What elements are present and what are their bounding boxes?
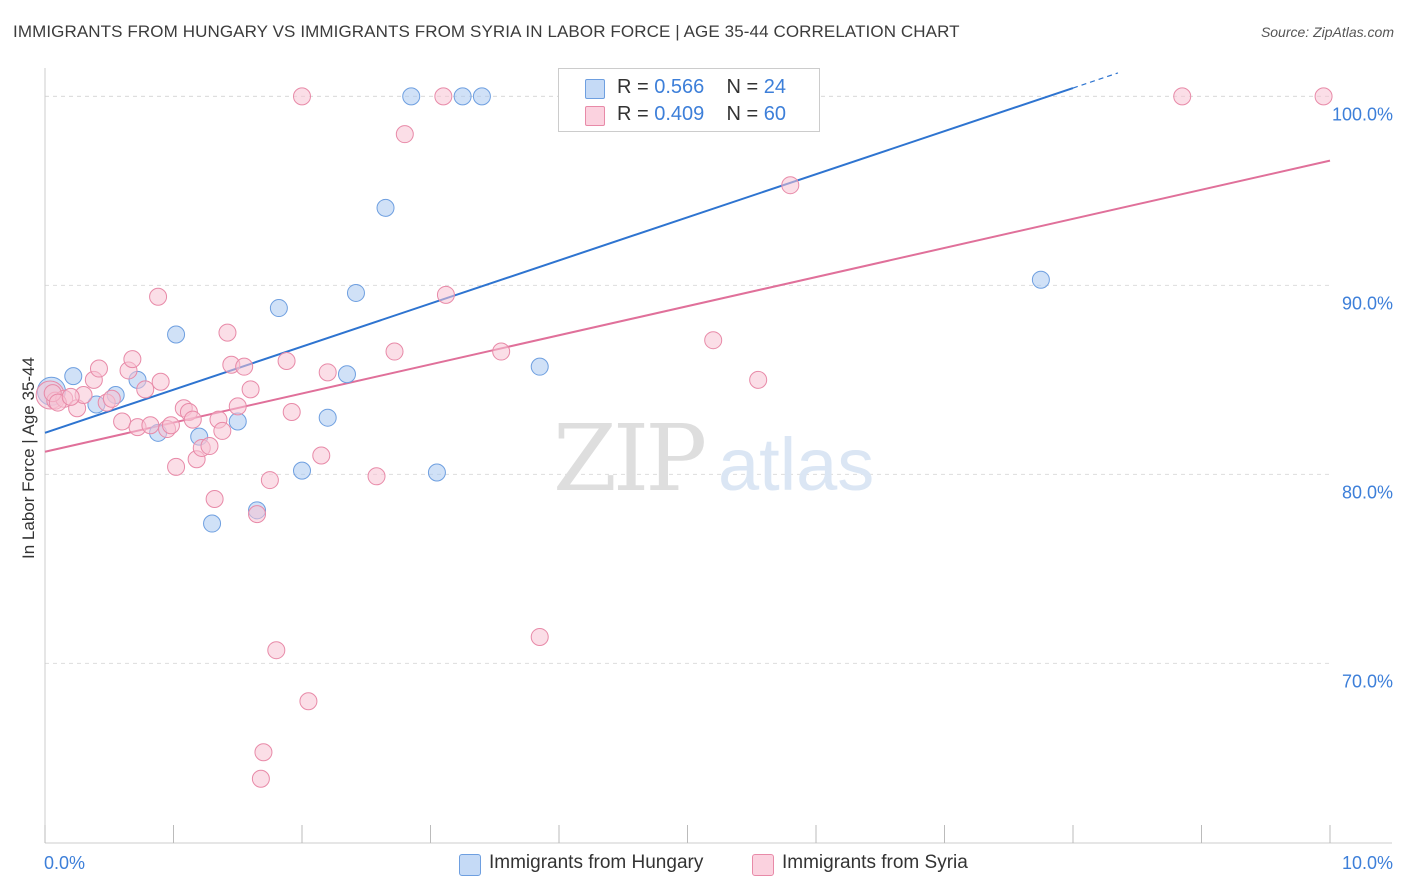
data-point-syria (251, 769, 270, 788)
data-point-hungary (346, 283, 365, 302)
data-point-syria (293, 87, 311, 106)
data-point-syria (367, 467, 386, 486)
legend-r-value: 0.566 (654, 76, 705, 98)
data-point-syria (102, 389, 121, 408)
legend-r-label: R = (617, 76, 649, 98)
legend-n-value: 60 (763, 103, 787, 125)
data-point-syria (136, 380, 155, 399)
data-point-syria (530, 627, 549, 646)
data-point-syria (299, 692, 318, 711)
data-point-syria (1314, 87, 1333, 106)
data-point-syria (492, 342, 511, 361)
series-label-syria: Immigrants from Syria (782, 852, 968, 873)
data-point-syria (141, 416, 160, 435)
data-point-syria (89, 359, 108, 378)
data-point-syria (282, 403, 301, 422)
correlation-legend: R = 0.566 N = 24 R = 0.409 N = 60 (558, 68, 820, 132)
legend-swatch-hungary (585, 79, 605, 99)
legend-r-label: R = (617, 103, 649, 125)
legend-n-label: N = (726, 76, 759, 98)
data-point-syria (248, 505, 267, 524)
axes (44, 68, 1392, 844)
data-point-syria (61, 387, 80, 406)
data-point-syria (218, 323, 237, 342)
data-point-syria (200, 437, 219, 456)
gridlines (45, 95, 1330, 664)
y-tick-label: 70.0% (1342, 671, 1393, 691)
data-point-syria (704, 331, 723, 350)
x-tick-label: 0.0% (44, 853, 85, 873)
data-point-syria (167, 457, 186, 476)
y-tick-label: 100.0% (1332, 104, 1393, 124)
data-point-syria (1173, 87, 1192, 106)
data-point-syria (113, 412, 132, 431)
x-tick-label: 10.0% (1342, 853, 1393, 873)
data-point-hungary (167, 325, 186, 344)
y-axis-title: In Labor Force | Age 35-44 (19, 357, 38, 559)
chart-title: IMMIGRANTS FROM HUNGARY VS IMMIGRANTS FR… (13, 22, 960, 41)
data-point-hungary (530, 357, 549, 376)
legend-n-label: N = (726, 103, 759, 125)
data-point-syria (235, 357, 254, 376)
watermark: ZIP atlas (553, 405, 874, 512)
watermark-atlas: atlas (718, 423, 874, 506)
data-point-hungary (337, 365, 356, 384)
data-point-hungary (228, 412, 247, 431)
legend-r-value: 0.409 (654, 103, 705, 125)
data-point-syria (267, 641, 286, 660)
data-point-syria (213, 421, 232, 440)
data-point-syria (781, 176, 800, 195)
data-point-hungary (376, 198, 395, 217)
trend-line-extension-hungary (1072, 72, 1119, 89)
data-point-hungary (269, 299, 288, 318)
series-swatch-syria (752, 854, 774, 876)
watermark-zip: ZIP (553, 405, 704, 512)
data-points (35, 87, 1333, 788)
data-point-syria (260, 471, 279, 490)
data-point-syria (436, 285, 455, 304)
data-point-syria (277, 351, 296, 370)
data-point-hungary (427, 463, 446, 482)
data-point-syria (149, 287, 168, 306)
data-point-syria (254, 743, 273, 762)
data-point-syria (312, 446, 331, 465)
series-label-hungary: Immigrants from Hungary (489, 852, 704, 873)
data-point-syria (749, 370, 768, 389)
data-point-hungary (203, 514, 222, 533)
y-tick-label: 80.0% (1342, 482, 1393, 502)
series-swatch-hungary (459, 854, 481, 876)
trend-line-hungary (44, 87, 1074, 434)
data-point-syria (318, 363, 337, 382)
source-label: Source: ZipAtlas.com (1260, 24, 1394, 40)
data-point-hungary (293, 461, 311, 480)
data-point-syria (123, 350, 142, 369)
trend-line-syria (44, 159, 1331, 453)
data-point-syria (161, 416, 180, 435)
data-point-hungary (402, 87, 421, 106)
data-point-syria (228, 397, 247, 416)
data-point-syria (434, 87, 453, 106)
data-point-hungary (318, 408, 337, 427)
data-point-hungary (64, 367, 83, 386)
data-point-syria (151, 372, 170, 391)
y-tick-label: 90.0% (1342, 293, 1393, 313)
data-point-syria (395, 125, 414, 144)
legend-swatch-syria (585, 106, 605, 126)
axis-labels: 70.0% 80.0% 90.0% 100.0% 0.0% 10.0% In Labor F… (19, 104, 1393, 873)
trend-lines (44, 72, 1331, 453)
data-point-hungary (1031, 270, 1050, 289)
data-point-hungary (453, 87, 472, 106)
data-point-syria (183, 410, 202, 429)
legend-n-value: 24 (763, 76, 787, 98)
data-point-syria (205, 489, 224, 508)
data-point-syria (385, 342, 404, 361)
data-point-syria (241, 380, 260, 399)
data-point-hungary (472, 87, 491, 106)
